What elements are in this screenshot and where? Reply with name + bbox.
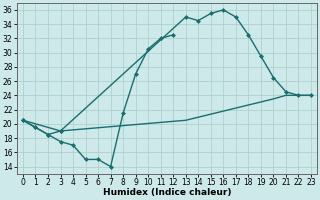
X-axis label: Humidex (Indice chaleur): Humidex (Indice chaleur)	[103, 188, 231, 197]
